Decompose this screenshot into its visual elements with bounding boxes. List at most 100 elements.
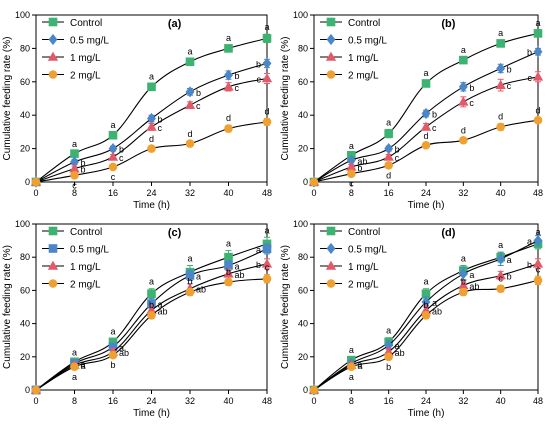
legend-label: 0.5 mg/L [70, 36, 109, 47]
data-point-diamond [421, 107, 431, 120]
significance-label: a [349, 141, 354, 151]
data-point-triangle [325, 260, 337, 270]
x-tick-label: 48 [533, 188, 543, 198]
legend-label: 1 mg/L [70, 262, 101, 273]
data-point-square [459, 55, 468, 65]
data-point-circle [347, 362, 356, 372]
x-tick-label: 16 [108, 188, 118, 198]
legend-label: 0.5 mg/L [348, 36, 387, 47]
y-tick-label: 20 [20, 144, 30, 154]
significance-label: ab [158, 306, 168, 316]
y-tick-label: 100 [293, 10, 308, 20]
significance-label: a [395, 341, 400, 351]
significance-label: c [72, 180, 77, 190]
significance-label: d [535, 106, 540, 116]
y-tick-label: 80 [298, 43, 308, 53]
significance-label: c [536, 264, 541, 274]
y-tick-label: 80 [298, 252, 308, 262]
x-tick-label: 8 [349, 188, 354, 198]
data-point-circle [459, 287, 468, 297]
significance-label: a [264, 225, 269, 235]
data-point-circle [224, 124, 233, 133]
legend: Control 0.5 mg/L 1 mg/L 2 mg/L [42, 226, 109, 291]
y-tick-label: 40 [298, 110, 308, 120]
x-axis-label: Time (h) [408, 200, 445, 211]
y-tick-label: 100 [293, 219, 308, 229]
legend-label: 1 mg/L [348, 262, 379, 273]
y-axis-label: Cumulative feeding rate (%) [280, 245, 291, 369]
x-tick-label: 48 [262, 188, 272, 198]
data-point-square [262, 34, 272, 43]
legend-label: 1 mg/L [348, 53, 379, 64]
significance-label: b [149, 300, 154, 310]
series-0: a a a a a a [31, 22, 272, 187]
y-tick-label: 20 [20, 352, 30, 362]
significance-label: a [469, 270, 474, 280]
data-point-circle [48, 70, 58, 79]
x-tick-label: 0 [311, 188, 316, 198]
y-tick-label: 60 [298, 77, 308, 87]
significance-label: b [158, 115, 163, 125]
panel-label: (c) [168, 227, 182, 239]
significance-label: c [111, 172, 116, 182]
significance-label: a [349, 372, 354, 382]
significance-label: a [72, 347, 77, 357]
significance-label: c [498, 273, 503, 283]
x-axis-label: Time (h) [133, 408, 170, 419]
y-tick-label: 60 [20, 77, 30, 87]
significance-label: a [386, 117, 391, 127]
significance-label: a [235, 262, 240, 272]
data-point-square [48, 226, 58, 236]
x-tick-label: 8 [349, 396, 354, 406]
significance-label: b [187, 277, 192, 287]
y-tick-label: 80 [20, 252, 30, 262]
significance-label: c [265, 263, 270, 273]
x-tick-label: 40 [223, 396, 233, 406]
data-point-diamond [458, 81, 468, 93]
significance-label: b [81, 165, 86, 175]
data-point-square [224, 44, 233, 53]
significance-label: ab [432, 306, 442, 316]
data-point-square [48, 17, 58, 27]
significance-label: b [256, 260, 261, 270]
legend: Control 0.5 mg/L 1 mg/L 2 mg/L [320, 17, 387, 82]
legend-label: Control [70, 18, 102, 29]
data-point-circle [496, 284, 505, 294]
significance-label: b [395, 145, 400, 155]
significance-label: a [187, 254, 192, 264]
x-tick-label: 0 [311, 396, 316, 406]
significance-label: b [226, 267, 231, 277]
data-point-square [421, 79, 431, 88]
data-point-diamond [496, 62, 506, 75]
x-tick-label: 48 [262, 396, 272, 406]
data-point-triangle [383, 151, 394, 161]
significance-label: ab [469, 281, 479, 291]
series-0: a a a a a a [309, 18, 543, 187]
significance-label: c [158, 123, 163, 133]
data-point-diamond [262, 57, 272, 70]
significance-label: a [423, 277, 428, 287]
data-point-circle [224, 277, 233, 287]
chart-panel-b: 0 8 16 24 32 40 48 0 20 40 60 80 100 Time (h) Cumulati… [280, 10, 544, 211]
data-point-square [326, 226, 336, 236]
data-point-circle [533, 115, 543, 125]
data-point-triangle [532, 71, 544, 81]
significance-label: c [395, 153, 400, 163]
data-point-triangle [495, 79, 506, 89]
significance-label: a [264, 22, 269, 32]
data-point-square [326, 17, 336, 27]
significance-label: d [461, 126, 466, 136]
data-point-circle [326, 70, 336, 79]
data-point-circle [459, 135, 468, 145]
significance-label: b [196, 88, 201, 98]
data-point-triangle [223, 268, 234, 278]
data-point-circle [31, 385, 41, 395]
significance-label: b [469, 83, 474, 93]
y-tick-label: 60 [298, 285, 308, 295]
x-tick-label: 16 [384, 396, 394, 406]
y-tick-label: 0 [303, 385, 308, 395]
significance-label: d [423, 131, 428, 141]
